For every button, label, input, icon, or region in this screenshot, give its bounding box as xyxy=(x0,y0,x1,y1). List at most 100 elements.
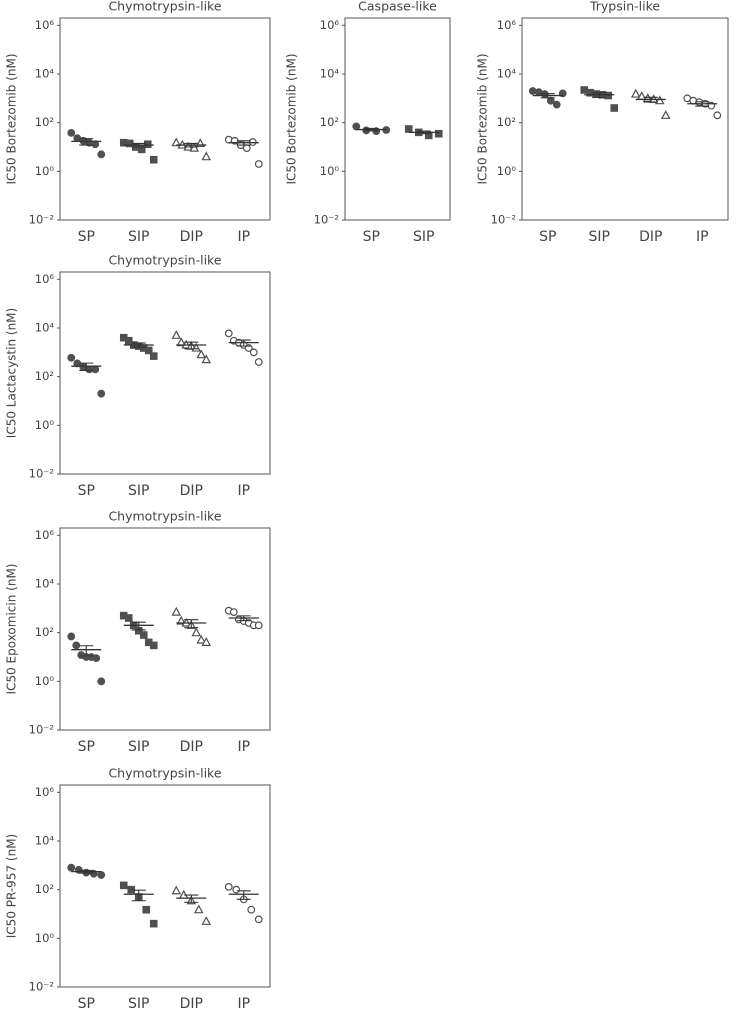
data-point xyxy=(224,329,233,338)
y-tick-label: 10⁰ xyxy=(35,164,55,178)
error-bar xyxy=(79,645,94,657)
data-point xyxy=(91,365,100,374)
y-tick-label: 10⁶ xyxy=(35,528,55,542)
y-tick-label: 10⁴ xyxy=(35,320,55,334)
error-bar xyxy=(79,869,94,874)
data-point xyxy=(352,122,361,131)
data-point xyxy=(201,916,212,925)
plot-frame xyxy=(59,17,271,221)
data-point xyxy=(97,150,106,159)
x-tick-label: SIP xyxy=(128,229,149,245)
x-tick-label: SIP xyxy=(128,739,149,755)
data-point xyxy=(171,330,182,339)
x-tick-label: IP xyxy=(237,483,250,499)
data-point xyxy=(201,637,212,646)
y-tick-label: 10⁻² xyxy=(29,980,54,994)
data-point xyxy=(254,160,263,168)
y-axis-label: IC50 Bortezomib (nM) xyxy=(476,53,490,184)
error-bar xyxy=(184,142,199,148)
data-point xyxy=(67,863,76,872)
data-point xyxy=(67,353,76,362)
plot-frame xyxy=(59,271,271,475)
data-point xyxy=(139,631,148,639)
data-point xyxy=(191,627,202,637)
y-tick-label: 10⁴ xyxy=(35,576,55,590)
data-point xyxy=(149,352,158,360)
data-point xyxy=(72,641,81,650)
y-axis-label: IC50 Bortezomib (nM) xyxy=(285,53,299,184)
panel-title: Chymotrypsin-like xyxy=(108,253,221,268)
data-point xyxy=(137,145,146,154)
data-point xyxy=(196,634,207,644)
x-tick-label: SIP xyxy=(589,229,610,245)
y-tick-label: 10⁻² xyxy=(29,213,54,227)
x-tick-label: DIP xyxy=(180,229,203,245)
data-point xyxy=(424,131,433,140)
data-point xyxy=(434,129,443,138)
x-tick-label: IP xyxy=(237,739,250,755)
y-tick-label: 10⁶ xyxy=(35,272,55,286)
data-point xyxy=(176,615,187,625)
y-tick-label: 10² xyxy=(35,369,54,383)
data-point xyxy=(254,621,263,630)
y-tick-label: 10⁻² xyxy=(29,723,54,737)
plot-frame xyxy=(521,17,729,221)
data-point xyxy=(196,349,207,359)
panel: Trypsin-like IC50 Bortezomib (nM) 10⁻² 10⁰ 1… xyxy=(476,0,729,245)
data-point xyxy=(224,882,233,891)
error-bar xyxy=(131,889,146,902)
data-point xyxy=(119,881,128,890)
data-point xyxy=(189,142,200,152)
error-bar xyxy=(79,362,94,372)
panel: Caspase-like IC50 Bortezomib (nM) 10⁻² 10⁰ 1… xyxy=(285,0,451,245)
x-tick-label: SP xyxy=(539,229,556,245)
error-bar xyxy=(540,93,555,99)
x-tick-label: SP xyxy=(78,483,95,499)
data-point xyxy=(248,138,257,146)
y-tick-label: 10⁶ xyxy=(35,785,55,799)
panel-title: Chymotrypsin-like xyxy=(108,509,221,524)
data-point xyxy=(149,641,158,650)
y-tick-label: 10² xyxy=(320,115,339,129)
x-tick-label: IP xyxy=(237,229,250,245)
data-point xyxy=(201,151,212,161)
x-tick-label: IP xyxy=(237,996,250,1011)
y-tick-label: 10⁰ xyxy=(35,418,55,432)
data-point xyxy=(630,88,641,98)
data-point xyxy=(149,919,158,928)
x-tick-label: DIP xyxy=(180,739,203,755)
x-tick-label: SIP xyxy=(413,229,434,245)
y-tick-label: 10⁰ xyxy=(320,164,340,178)
data-point xyxy=(67,128,76,137)
panel-title: Trypsin-like xyxy=(589,0,660,14)
error-bar xyxy=(695,101,710,107)
x-tick-label: DIP xyxy=(639,229,662,245)
data-point xyxy=(143,140,152,149)
data-point xyxy=(201,354,212,364)
data-point xyxy=(610,104,619,112)
data-point xyxy=(97,871,106,879)
data-point xyxy=(242,144,251,153)
plot-frame xyxy=(59,784,271,988)
data-point xyxy=(171,606,182,616)
error-bar xyxy=(131,142,146,148)
data-point xyxy=(654,95,665,105)
x-tick-label: IP xyxy=(696,229,709,245)
error-bar xyxy=(364,127,379,132)
x-tick-label: DIP xyxy=(180,996,203,1011)
x-tick-label: SIP xyxy=(128,483,149,499)
y-tick-label: 10² xyxy=(35,882,54,896)
error-bar xyxy=(416,130,431,135)
y-tick-label: 10⁴ xyxy=(35,833,55,847)
y-tick-label: 10⁴ xyxy=(497,66,517,80)
panel-title: Chymotrypsin-like xyxy=(108,0,221,14)
error-bar xyxy=(236,339,251,347)
y-axis-label: IC50 PR-957 (nM) xyxy=(5,834,19,938)
error-bar xyxy=(592,92,607,98)
y-tick-label: 10² xyxy=(35,115,54,129)
y-tick-label: 10⁰ xyxy=(497,164,517,178)
data-point xyxy=(404,125,413,133)
y-tick-label: 10² xyxy=(35,625,54,639)
error-bar xyxy=(236,890,251,900)
y-tick-label: 10⁴ xyxy=(320,66,340,80)
